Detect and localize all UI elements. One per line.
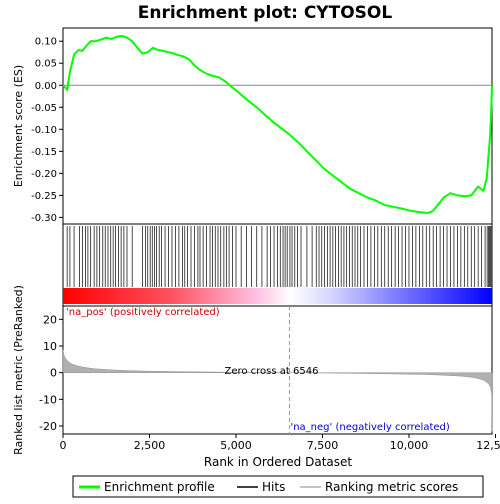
metric-xtick-label: 5,000 <box>220 439 252 452</box>
es-yaxis: 0.10 0.05 0.00 -0.05 -0.10 -0.15 -0.20 -0.25 -0.… <box>31 37 63 224</box>
es-ytick-label: -0.15 <box>31 147 57 158</box>
es-ytick-label: -0.20 <box>31 169 57 180</box>
pos-label: 'na_pos' (positively correlated) <box>66 307 220 318</box>
es-panel: 0.10 0.05 0.00 -0.05 -0.10 -0.15 -0.20 -0.25 -0.… <box>12 28 492 224</box>
metric-xtick-label: 2,500 <box>134 439 166 452</box>
metric-xtick-label: 10,000 <box>390 439 429 452</box>
metric-ytick-label: -10 <box>39 393 57 406</box>
metric-ytick-label: 10 <box>43 340 57 353</box>
metric-xtick-label: 7,500 <box>307 439 339 452</box>
legend: Enrichment profile Hits Ranking metric s… <box>73 476 483 497</box>
es-ytick-label: 0.00 <box>35 81 57 92</box>
es-ylabel: Enrichment score (ES) <box>12 65 25 187</box>
chart-title: Enrichment plot: CYTOSOL <box>138 3 393 23</box>
es-ytick-label: -0.10 <box>31 125 57 136</box>
metric-ytick-label: 20 <box>43 313 57 326</box>
legend-label-hits: Hits <box>262 480 285 494</box>
es-ytick-label: -0.05 <box>31 103 57 114</box>
es-ytick-label: -0.25 <box>31 191 57 202</box>
zero-cross-label: Zero cross at 6546 <box>224 366 318 377</box>
rank-heatbar <box>63 288 492 304</box>
es-ytick-label: 0.05 <box>35 59 57 70</box>
legend-label-enrichment: Enrichment profile <box>104 480 215 494</box>
metric-xtick-label: 12,500 <box>476 439 500 452</box>
legend-label-metric: Ranking metric scores <box>325 480 458 494</box>
metric-panel: 20 10 0 -10 -20 0 2,500 5,000 7,500 10,000 12,500… <box>12 285 500 469</box>
metric-ytick-label: 0 <box>50 367 57 380</box>
metric-xlabel: Rank in Ordered Dataset <box>204 455 352 469</box>
es-ytick-label: 0.10 <box>35 37 57 48</box>
metric-ylabel: Ranked list metric (PreRanked) <box>12 285 25 455</box>
metric-yaxis: 20 10 0 -10 -20 <box>39 313 63 433</box>
es-ytick-label: -0.30 <box>31 213 57 224</box>
neg-label: 'na_neg' (negatively correlated) <box>290 422 449 433</box>
hits-panel <box>63 224 492 306</box>
metric-ytick-label: -20 <box>39 420 57 433</box>
metric-xtick-label: 0 <box>60 439 67 452</box>
metric-xaxis: 0 2,500 5,000 7,500 10,000 12,500 <box>60 434 500 452</box>
